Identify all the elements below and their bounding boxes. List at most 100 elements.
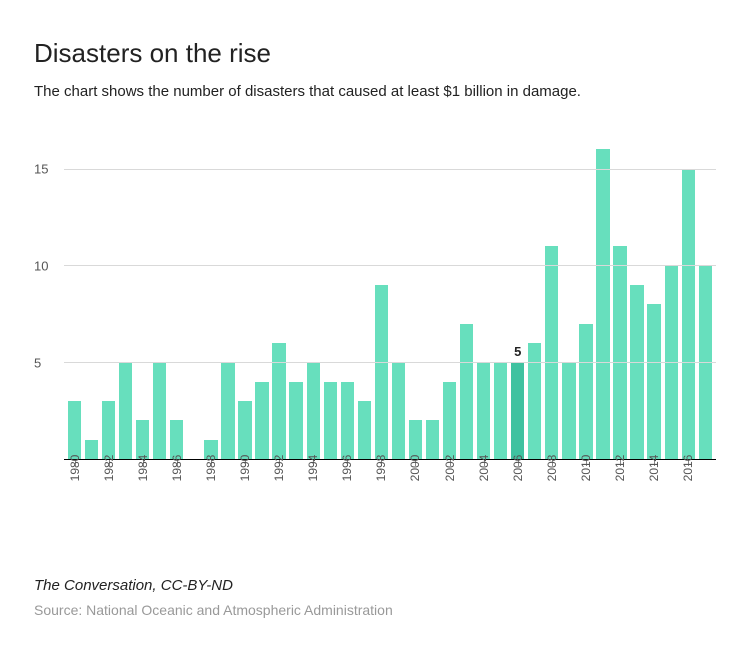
bars-container: 5: [64, 130, 716, 459]
x-tick-label: 1992: [272, 455, 286, 482]
bar-slot: [117, 130, 134, 459]
x-slot: [117, 460, 134, 510]
attribution-text: The Conversation, CC-BY-ND: [34, 577, 393, 594]
y-tick-label: 5: [34, 355, 41, 370]
chart-container: 51015 5 19801982198419861988199019921994…: [34, 130, 716, 510]
x-slot: 1980: [66, 460, 83, 510]
x-slot: [254, 460, 271, 510]
source-text: Source: National Oceanic and Atmospheric…: [34, 602, 393, 618]
x-tick-label: 1984: [136, 455, 150, 482]
grid-line: [64, 362, 716, 363]
x-slot: 2012: [612, 460, 629, 510]
bar-slot: [134, 130, 151, 459]
x-tick-label: 1994: [306, 455, 320, 482]
chart-title: Disasters on the rise: [34, 38, 716, 69]
bar-value-label: 5: [514, 344, 521, 359]
bar-slot: [339, 130, 356, 459]
bar: [358, 401, 371, 459]
x-tick-label: 1998: [374, 455, 388, 482]
bar-slot: [441, 130, 458, 459]
x-slot: 2014: [646, 460, 663, 510]
x-slot: [697, 460, 714, 510]
bar-slot: [168, 130, 185, 459]
x-tick-label: 1990: [238, 455, 252, 482]
bar-slot: [560, 130, 577, 459]
bar-slot: [219, 130, 236, 459]
x-tick-label: 2006: [511, 455, 525, 482]
x-tick-label: 2008: [545, 455, 559, 482]
bar-slot: [663, 130, 680, 459]
x-tick-label: 2014: [647, 455, 661, 482]
bar: [545, 246, 558, 459]
x-slot: [492, 460, 509, 510]
bar-slot: [629, 130, 646, 459]
bar-slot: [254, 130, 271, 459]
bar: [85, 440, 98, 459]
bar: [596, 149, 609, 459]
x-slot: 2004: [475, 460, 492, 510]
x-slot: 1992: [271, 460, 288, 510]
grid-line: [64, 265, 716, 266]
bar-slot: [612, 130, 629, 459]
bar-slot: [646, 130, 663, 459]
bar: [375, 285, 388, 459]
bar: [170, 420, 183, 459]
bar-slot: [236, 130, 253, 459]
bar-slot: [83, 130, 100, 459]
bar-slot: [322, 130, 339, 459]
bar-slot: [305, 130, 322, 459]
bar: [255, 382, 268, 459]
bar: [579, 324, 592, 459]
x-slot: [288, 460, 305, 510]
bar-slot: [390, 130, 407, 459]
bar: [68, 401, 81, 459]
bar: [136, 420, 149, 459]
x-slot: 2006: [509, 460, 526, 510]
x-slot: [219, 460, 236, 510]
bar: [324, 382, 337, 459]
x-slot: [151, 460, 168, 510]
x-slot: [390, 460, 407, 510]
x-slot: [594, 460, 611, 510]
x-slot: 1994: [305, 460, 322, 510]
bar-slot: [424, 130, 441, 459]
x-tick-label: 1986: [170, 455, 184, 482]
x-slot: [424, 460, 441, 510]
bar: [119, 362, 132, 459]
bar-slot: [680, 130, 697, 459]
x-slot: 2010: [577, 460, 594, 510]
chart-subtitle: The chart shows the number of disasters …: [34, 83, 716, 100]
bar: [426, 420, 439, 459]
bar: [341, 382, 354, 459]
grid-line: [64, 169, 716, 170]
x-slot: 1998: [373, 460, 390, 510]
x-tick-label: 2016: [681, 455, 695, 482]
x-slot: [185, 460, 202, 510]
bar-slot: [594, 130, 611, 459]
x-slot: 1982: [100, 460, 117, 510]
x-tick-label: 1996: [340, 455, 354, 482]
bar-slot: [407, 130, 424, 459]
bar: [409, 420, 422, 459]
x-tick-label: 2004: [477, 455, 491, 482]
bar: [562, 362, 575, 459]
bar: [494, 362, 507, 459]
x-slot: [663, 460, 680, 510]
bar-slot: [458, 130, 475, 459]
bar: [682, 169, 695, 459]
bar-slot: [697, 130, 714, 459]
x-slot: [83, 460, 100, 510]
plot-area: 5: [64, 130, 716, 460]
bar-slot: [202, 130, 219, 459]
bar-slot: [356, 130, 373, 459]
x-tick-label: 2000: [408, 455, 422, 482]
bar-slot: [373, 130, 390, 459]
x-slot: 1988: [202, 460, 219, 510]
chart-footer: The Conversation, CC-BY-ND Source: Natio…: [34, 577, 393, 618]
bar-slot: [492, 130, 509, 459]
bar-slot: [577, 130, 594, 459]
x-tick-label: 2010: [579, 455, 593, 482]
bar-slot: 5: [509, 130, 526, 459]
bar: [647, 304, 660, 459]
bar-slot: [475, 130, 492, 459]
